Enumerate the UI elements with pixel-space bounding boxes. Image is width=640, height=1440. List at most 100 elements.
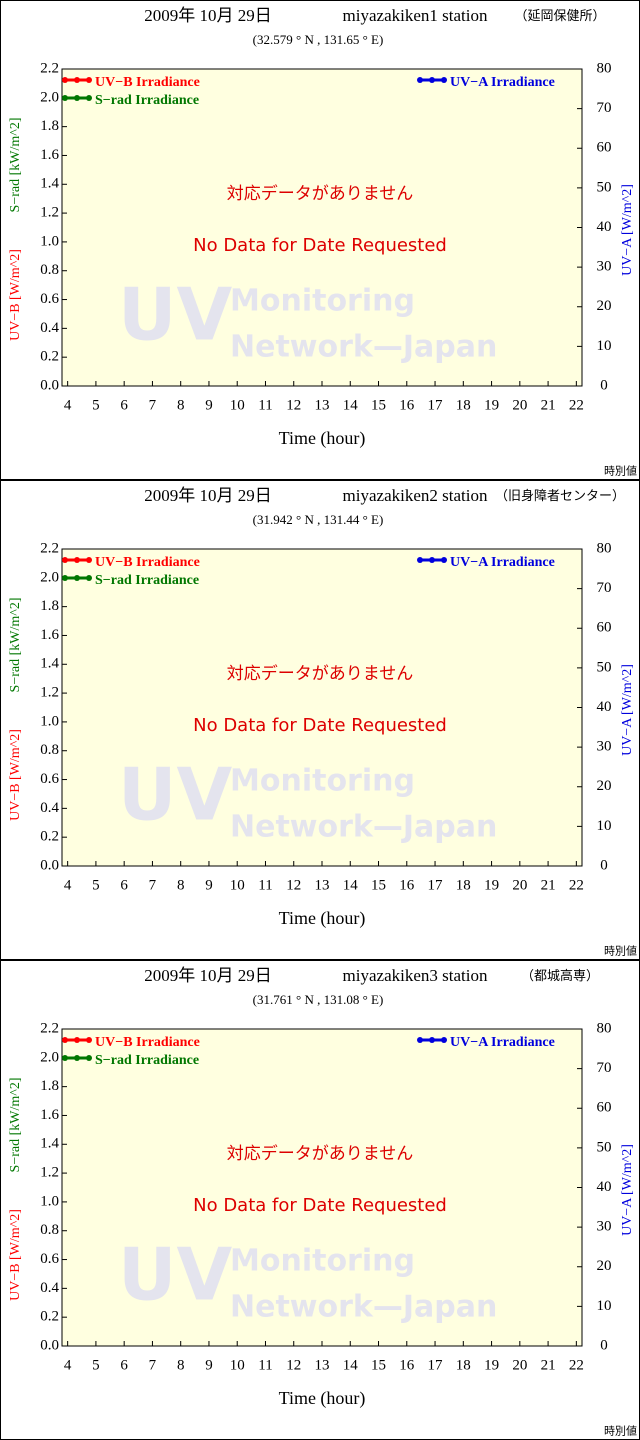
y2-tick-label: 60 bbox=[597, 620, 612, 636]
y-tick-label: 1.2 bbox=[40, 1165, 59, 1181]
legend-marker bbox=[62, 95, 68, 101]
legend-label: UV−B Irradiance bbox=[95, 75, 200, 90]
y-tick-label: 1.0 bbox=[40, 713, 59, 729]
x-tick-label: 6 bbox=[120, 397, 128, 413]
x-tick-label: 12 bbox=[286, 397, 301, 413]
x-tick-label: 4 bbox=[64, 1357, 72, 1373]
x-tick-label: 5 bbox=[92, 877, 100, 893]
x-tick-label: 5 bbox=[92, 397, 100, 413]
station-site: （旧身障者センター） bbox=[495, 488, 625, 503]
y-tick-label: 0.0 bbox=[40, 377, 59, 393]
x-tick-label: 6 bbox=[120, 877, 128, 893]
x-tick-label: 22 bbox=[569, 397, 584, 413]
y-tick-label: 0.8 bbox=[40, 742, 59, 758]
legend-marker bbox=[74, 77, 80, 83]
legend-marker bbox=[86, 77, 92, 83]
chart-subtitle: (31.942 ° N , 131.44 ° E) bbox=[253, 512, 384, 527]
y2-tick-label: 50 bbox=[597, 179, 612, 195]
y-tick-label: 0.6 bbox=[40, 291, 59, 307]
y-tick-label: 1.6 bbox=[40, 627, 59, 643]
legend-marker bbox=[86, 557, 92, 563]
y-tick-label: 0.6 bbox=[40, 771, 59, 787]
y-tick-label: 1.8 bbox=[40, 1078, 59, 1094]
x-tick-label: 19 bbox=[484, 1357, 499, 1373]
y-axis-label: UV−B [W/m^2] bbox=[8, 249, 23, 341]
y2-tick-label: 20 bbox=[597, 778, 612, 794]
y2-tick-label: 10 bbox=[597, 338, 612, 354]
chart-subtitle: (31.761 ° N , 131.08 ° E) bbox=[253, 992, 384, 1007]
y2-tick-label: 80 bbox=[597, 1020, 612, 1036]
y-tick-label: 0.2 bbox=[40, 829, 59, 845]
station-name: miyazakiken3 station bbox=[343, 966, 488, 985]
legend-marker bbox=[74, 575, 80, 581]
legend-marker bbox=[429, 557, 435, 563]
x-tick-label: 21 bbox=[541, 397, 556, 413]
y-tick-label: 2.2 bbox=[40, 540, 59, 556]
chart-title: 2009年 10月 29日 bbox=[144, 966, 272, 985]
x-tick-label: 11 bbox=[258, 877, 272, 893]
x-tick-label: 13 bbox=[315, 877, 330, 893]
y2-tick-label: 30 bbox=[597, 259, 612, 275]
x-tick-label: 16 bbox=[399, 1357, 415, 1373]
x-tick-label: 20 bbox=[512, 397, 527, 413]
station-site: （都城高専） bbox=[521, 968, 599, 983]
legend-marker bbox=[441, 557, 447, 563]
y2-tick-label: 80 bbox=[597, 60, 612, 76]
y-axis-label: S−rad [kW/m^2] bbox=[8, 1078, 23, 1173]
y-tick-label: 1.4 bbox=[40, 176, 59, 192]
x-tick-label: 18 bbox=[456, 877, 471, 893]
x-tick-label: 21 bbox=[541, 1357, 556, 1373]
legend-marker bbox=[417, 77, 423, 83]
chart-subtitle: (32.579 ° N , 131.65 ° E) bbox=[253, 32, 384, 47]
y-tick-label: 1.0 bbox=[40, 233, 59, 249]
no-data-message: 対応データがありません bbox=[227, 183, 414, 204]
y-tick-label: 2.2 bbox=[40, 1020, 59, 1036]
no-data-message: No Data for Date Requested bbox=[193, 235, 447, 256]
x-tick-label: 13 bbox=[315, 1357, 330, 1373]
y-tick-label: 1.4 bbox=[40, 1136, 59, 1152]
y-axis-label: S−rad [kW/m^2] bbox=[8, 598, 23, 693]
legend-marker bbox=[86, 95, 92, 101]
y2-tick-label: 50 bbox=[597, 1139, 612, 1155]
y-tick-label: 0.4 bbox=[40, 800, 59, 816]
plot-area bbox=[61, 1028, 583, 1347]
x-tick-label: 22 bbox=[569, 1357, 584, 1373]
footnote: 時別値 bbox=[604, 465, 637, 478]
y-tick-label: 1.2 bbox=[40, 685, 59, 701]
y2-tick-label: 0 bbox=[600, 1337, 608, 1353]
y-tick-label: 1.0 bbox=[40, 1193, 59, 1209]
y2-tick-label: 20 bbox=[597, 298, 612, 314]
legend-marker bbox=[74, 1037, 80, 1043]
y-axis-label: UV−B [W/m^2] bbox=[8, 729, 23, 821]
x-tick-label: 8 bbox=[177, 397, 185, 413]
chart-title: 2009年 10月 29日 bbox=[144, 486, 272, 505]
y2-axis-label: UV−A [W/m^2] bbox=[620, 184, 635, 276]
watermark: Monitoring bbox=[230, 284, 415, 319]
y2-tick-label: 80 bbox=[597, 540, 612, 556]
legend-marker bbox=[62, 77, 68, 83]
watermark: UV bbox=[118, 753, 232, 837]
x-tick-label: 17 bbox=[428, 877, 444, 893]
chart-title: 2009年 10月 29日 bbox=[144, 6, 272, 25]
y2-tick-label: 0 bbox=[600, 377, 608, 393]
x-tick-label: 16 bbox=[399, 397, 415, 413]
no-data-message: 対応データがありません bbox=[227, 1143, 414, 1164]
legend-marker bbox=[441, 77, 447, 83]
legend-marker bbox=[62, 575, 68, 581]
watermark: Network—Japan bbox=[230, 1290, 497, 1325]
x-tick-label: 17 bbox=[428, 1357, 444, 1373]
legend-label: S−rad Irradiance bbox=[95, 93, 199, 108]
legend-label: UV−B Irradiance bbox=[95, 555, 200, 570]
y-tick-label: 0.0 bbox=[40, 857, 59, 873]
x-tick-label: 4 bbox=[64, 877, 72, 893]
x-tick-label: 7 bbox=[149, 1357, 157, 1373]
legend-marker bbox=[86, 1037, 92, 1043]
y-tick-label: 1.2 bbox=[40, 205, 59, 221]
y-tick-label: 0.8 bbox=[40, 262, 59, 278]
y2-tick-label: 70 bbox=[597, 100, 612, 116]
y2-tick-label: 30 bbox=[597, 1219, 612, 1235]
x-tick-label: 11 bbox=[258, 1357, 272, 1373]
y-tick-label: 2.0 bbox=[40, 89, 59, 105]
y-tick-label: 0.4 bbox=[40, 320, 59, 336]
